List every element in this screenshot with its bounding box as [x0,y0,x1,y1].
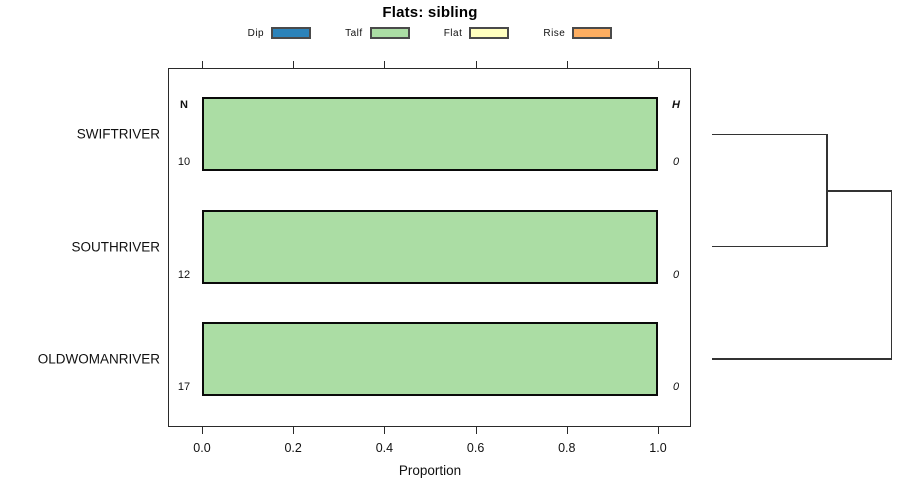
legend-item-dip: Dip [248,27,312,39]
row-label-swiftriver: SWIFTRIVER [76,126,160,142]
h-value-oldwomanriver: 0 [672,381,680,393]
x-tick-label: 1.0 [649,441,667,455]
x-tick-top [384,61,386,68]
legend-label-talf: Talf [345,27,363,39]
x-tick-label: 0.0 [193,441,211,455]
dendrogram-leaf-oldwomanriver-line [712,358,892,360]
legend-swatch-flat [469,27,510,39]
legend-label-dip: Dip [247,27,265,39]
x-tick-top [566,61,568,68]
x-tick-top [658,61,659,68]
row-label-oldwomanriver: OLDWOMANRIVER [37,351,160,367]
col-header-n: N [180,99,188,111]
legend-swatch-talf [369,27,410,39]
col-header-h: H [672,99,680,111]
bar-segment-talf [204,324,656,394]
x-tick-bottom [293,427,295,434]
x-tick-label: 0.2 [284,441,302,455]
bar-segment-talf [204,211,656,282]
x-tick-bottom [658,427,659,434]
legend-item-rise: Rise [543,27,613,39]
x-tick-bottom [384,427,386,434]
chart-title: Flats: sibling [382,4,478,21]
x-tick-label: 0.6 [466,441,485,455]
legend-label-flat: Flat [443,27,463,39]
dendrogram-leaf-swiftriver-line [712,133,827,135]
x-tick-bottom [475,427,477,434]
x-tick-bottom [566,427,568,434]
h-value-southriver: 0 [672,268,680,281]
x-tick-label: 0.8 [558,441,576,455]
legend-swatch-dip [271,27,312,39]
bar-southriver [202,209,658,284]
x-tick-label: 0.4 [375,441,394,455]
legend: Dip Talf Flat Rise [0,24,860,42]
h-value-swiftriver: 0 [672,156,680,168]
x-tick-top [475,61,477,68]
legend-label-rise: Rise [543,27,566,39]
n-value-oldwomanriver: 17 [177,381,191,393]
legend-item-talf: Talf [345,27,410,39]
x-tick-bottom [202,427,203,434]
legend-item-flat: Flat [444,27,510,39]
bar-segment-talf [204,99,656,169]
x-axis-label: Proportion [398,463,462,478]
dendrogram-merge1-to-root-line [826,190,892,192]
dendrogram-leaf-southriver-line [712,245,827,247]
dendrogram-root-vertical [890,190,892,360]
legend-swatch-rise [572,27,613,39]
x-tick-top [293,61,295,68]
x-tick-top [202,61,203,68]
n-value-southriver: 12 [177,268,191,281]
n-value-swiftriver: 10 [177,156,191,168]
bar-oldwomanriver [202,322,658,396]
bar-swiftriver [202,97,658,171]
row-label-southriver: SOUTHRIVER [71,239,160,254]
